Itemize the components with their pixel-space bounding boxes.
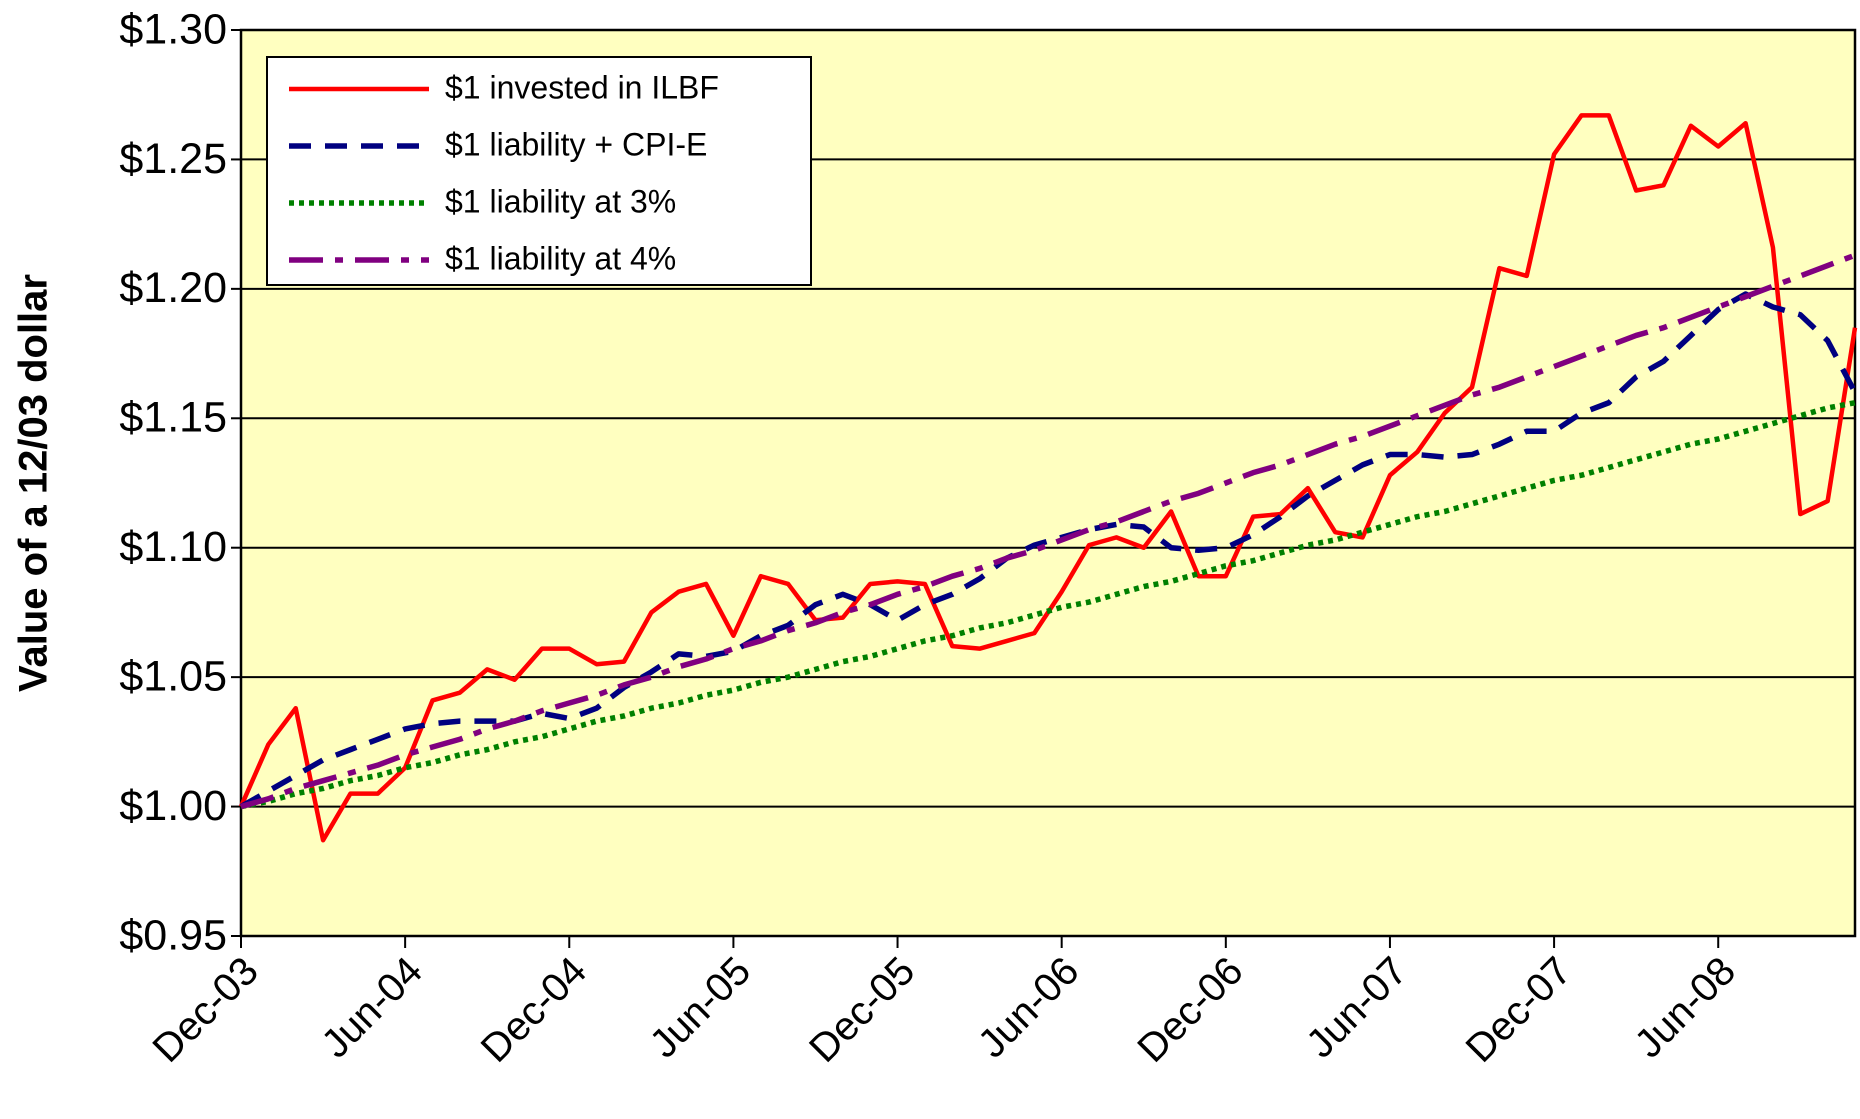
y-tick-label: $0.95 xyxy=(119,911,227,959)
legend-label: $1 liability at 4% xyxy=(445,240,676,276)
legend-box xyxy=(266,56,812,286)
plot-border xyxy=(239,28,1857,938)
y-tick-label: $1.25 xyxy=(119,135,227,183)
legend-label: $1 liability + CPI-E xyxy=(445,126,707,162)
y-tick-label: $1.05 xyxy=(119,653,227,701)
series-line xyxy=(240,400,1856,810)
y-tick-label: $1.20 xyxy=(119,264,227,312)
x-tick-label: Jun-05 xyxy=(642,949,760,1067)
y-tick-label: $1.30 xyxy=(119,5,227,53)
y-tick-label: $1.00 xyxy=(119,782,227,830)
y-axis-title: Value of a 12/03 dollar xyxy=(12,274,56,692)
x-tick-label: Dec-04 xyxy=(473,949,595,1071)
y-tick-label: $1.10 xyxy=(119,523,227,571)
series-line xyxy=(240,252,1856,810)
x-tick-label: Dec-05 xyxy=(801,949,923,1071)
x-tick-label: Dec-07 xyxy=(1458,949,1580,1071)
x-tick-label: Dec-03 xyxy=(145,949,267,1071)
x-tick-label: Jun-04 xyxy=(313,949,431,1067)
y-tick-label: $1.15 xyxy=(119,394,227,442)
x-tick-label: Jun-07 xyxy=(1298,949,1416,1067)
x-tick-label: Jun-08 xyxy=(1626,949,1744,1067)
legend-label: $1 invested in ILBF xyxy=(445,69,719,105)
legend-label: $1 liability at 3% xyxy=(445,183,676,219)
x-tick-label: Jun-06 xyxy=(970,949,1088,1067)
x-tick-label: Dec-06 xyxy=(1129,949,1251,1071)
